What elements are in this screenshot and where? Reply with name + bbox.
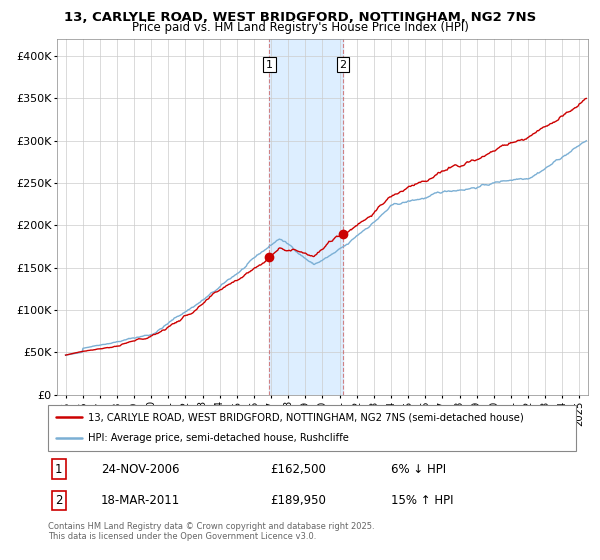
Text: Contains HM Land Registry data © Crown copyright and database right 2025.
This d: Contains HM Land Registry data © Crown c… — [48, 522, 374, 542]
Text: HPI: Average price, semi-detached house, Rushcliffe: HPI: Average price, semi-detached house,… — [88, 433, 349, 444]
Text: 2: 2 — [340, 59, 347, 69]
Text: 1: 1 — [55, 463, 62, 475]
Text: 6% ↓ HPI: 6% ↓ HPI — [391, 463, 446, 475]
Text: 1: 1 — [266, 59, 273, 69]
Text: £162,500: £162,500 — [270, 463, 326, 475]
Text: 18-MAR-2011: 18-MAR-2011 — [101, 494, 180, 507]
Text: 13, CARLYLE ROAD, WEST BRIDGFORD, NOTTINGHAM, NG2 7NS: 13, CARLYLE ROAD, WEST BRIDGFORD, NOTTIN… — [64, 11, 536, 24]
Text: 2: 2 — [55, 494, 62, 507]
FancyBboxPatch shape — [48, 405, 576, 451]
Text: 24-NOV-2006: 24-NOV-2006 — [101, 463, 179, 475]
Bar — [269, 39, 343, 395]
Text: Price paid vs. HM Land Registry's House Price Index (HPI): Price paid vs. HM Land Registry's House … — [131, 21, 469, 34]
Text: £189,950: £189,950 — [270, 494, 326, 507]
Text: 13, CARLYLE ROAD, WEST BRIDGFORD, NOTTINGHAM, NG2 7NS (semi-detached house): 13, CARLYLE ROAD, WEST BRIDGFORD, NOTTIN… — [88, 412, 523, 422]
Text: 15% ↑ HPI: 15% ↑ HPI — [391, 494, 454, 507]
